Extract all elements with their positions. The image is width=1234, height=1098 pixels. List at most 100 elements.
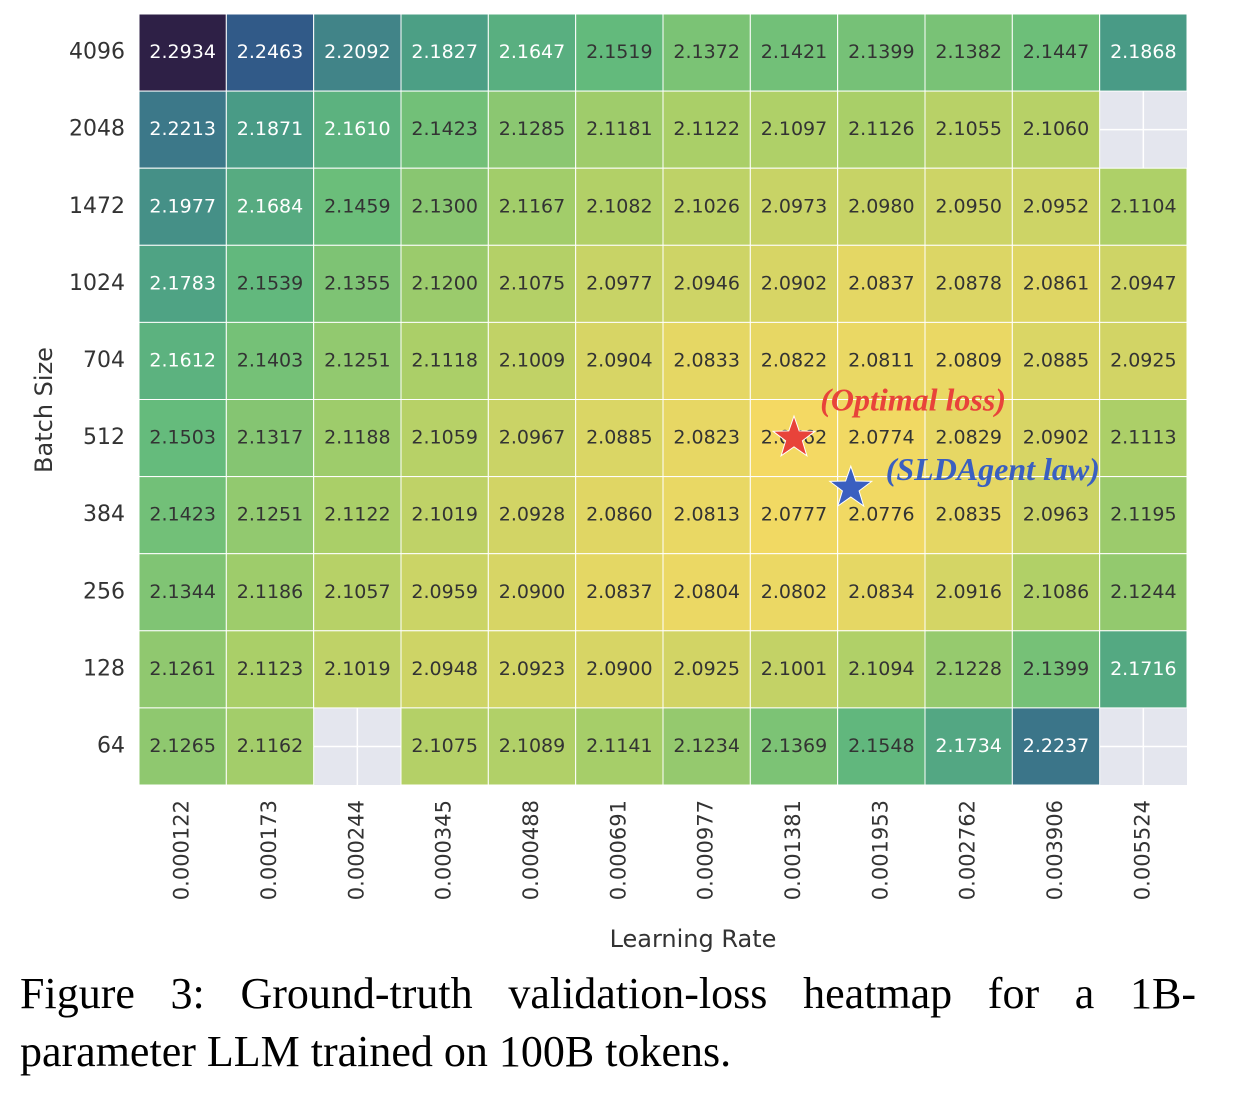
cell-label: 2.0952 bbox=[1023, 195, 1089, 217]
heatmap-cell bbox=[487, 476, 577, 555]
cell-label: 2.1503 bbox=[149, 427, 215, 449]
cell-label: 2.1548 bbox=[848, 735, 914, 757]
heatmap-cell bbox=[575, 630, 664, 709]
cell-label: 2.0967 bbox=[499, 427, 565, 449]
heatmap-cell bbox=[1011, 553, 1101, 632]
heatmap-cell bbox=[662, 399, 751, 478]
cell-label: 2.0963 bbox=[1023, 504, 1089, 526]
heatmap-cell bbox=[837, 707, 926, 786]
cell-label: 2.0813 bbox=[673, 504, 739, 526]
caption: Figure 3: Ground-truth validation-loss h… bbox=[20, 969, 1196, 1076]
cell-label: 2.1094 bbox=[848, 658, 914, 680]
x-tick-label: 0.002762 bbox=[956, 800, 980, 900]
cell-label: 2.0980 bbox=[848, 195, 914, 217]
heatmap-cell bbox=[749, 13, 839, 92]
cell-label: 2.0900 bbox=[586, 658, 652, 680]
cell-label: 2.1399 bbox=[848, 41, 914, 63]
cell-label: 2.0925 bbox=[673, 658, 739, 680]
y-tick-label: 4096 bbox=[69, 40, 125, 65]
cell-label: 2.0777 bbox=[761, 504, 827, 526]
heatmap-cell bbox=[924, 630, 1013, 709]
heatmap-cell bbox=[1011, 321, 1101, 400]
heatmap-cell bbox=[138, 90, 227, 169]
cell-label: 2.1167 bbox=[499, 195, 565, 217]
cell-label: 2.1734 bbox=[935, 735, 1001, 757]
cell-label: 2.1181 bbox=[586, 118, 652, 140]
heatmap-cell bbox=[662, 244, 751, 323]
heatmap-cell bbox=[837, 13, 926, 92]
heatmap-cell bbox=[1011, 90, 1101, 169]
heatmap-cell bbox=[400, 244, 489, 323]
x-tick-label: 0.001381 bbox=[781, 800, 805, 900]
heatmap-cell bbox=[749, 553, 839, 632]
cell-label: 2.1977 bbox=[149, 195, 215, 217]
x-tick-label: 0.005524 bbox=[1130, 800, 1154, 900]
cell-label: 2.1344 bbox=[149, 581, 215, 603]
heatmap-cell bbox=[1099, 399, 1188, 478]
cell-label: 2.1141 bbox=[586, 735, 652, 757]
heatmap-cell bbox=[313, 167, 402, 246]
cell-label: 2.1539 bbox=[237, 272, 303, 294]
heatmap-cell bbox=[487, 90, 577, 169]
cell-label: 2.0902 bbox=[761, 272, 827, 294]
cell-label: 2.1200 bbox=[411, 272, 477, 294]
heatmap-cell bbox=[662, 90, 751, 169]
heatmap-cell bbox=[1099, 553, 1188, 632]
cell-label: 2.1355 bbox=[324, 272, 390, 294]
cell-label: 2.0904 bbox=[586, 349, 652, 371]
cell-label: 2.0900 bbox=[499, 581, 565, 603]
cell-label: 2.1612 bbox=[149, 349, 215, 371]
heatmap-cell bbox=[138, 13, 227, 92]
heatmap-cell bbox=[749, 90, 839, 169]
cell-label: 2.0948 bbox=[411, 658, 477, 680]
cell-label: 2.0809 bbox=[935, 349, 1001, 371]
cell-label: 2.1647 bbox=[499, 41, 565, 63]
cell-label: 2.1827 bbox=[411, 41, 477, 63]
heatmap-cell bbox=[225, 244, 315, 323]
cell-label: 2.2237 bbox=[1023, 735, 1089, 757]
heatmap-cell bbox=[138, 476, 227, 555]
cell-label: 2.1086 bbox=[1023, 581, 1089, 603]
heatmap-cell bbox=[138, 630, 227, 709]
heatmap-cell bbox=[138, 553, 227, 632]
heatmap-cell bbox=[575, 476, 664, 555]
cell-label: 2.0977 bbox=[586, 272, 652, 294]
heatmap-cell bbox=[924, 553, 1013, 632]
heatmap-cell bbox=[313, 476, 402, 555]
heatmap-cell bbox=[1011, 630, 1101, 709]
heatmap-cell bbox=[749, 476, 839, 555]
cell-label: 2.0916 bbox=[935, 581, 1001, 603]
cell-label: 2.0878 bbox=[935, 272, 1001, 294]
heatmap-cell bbox=[138, 707, 227, 786]
cell-label: 2.1057 bbox=[324, 581, 390, 603]
cell-label: 2.1265 bbox=[149, 735, 215, 757]
cell-label: 2.1423 bbox=[411, 118, 477, 140]
cell-label: 2.1868 bbox=[1110, 41, 1176, 63]
x-tick-label: 0.001953 bbox=[868, 800, 892, 900]
cell-label: 2.0835 bbox=[935, 504, 1001, 526]
heatmap-cell bbox=[924, 167, 1013, 246]
heatmap-cell bbox=[749, 244, 839, 323]
cell-label: 2.1300 bbox=[411, 195, 477, 217]
cell-label: 2.1055 bbox=[935, 118, 1001, 140]
cell-label: 2.0973 bbox=[761, 195, 827, 217]
cell-label: 2.0885 bbox=[1023, 349, 1089, 371]
heatmap-cell bbox=[575, 399, 664, 478]
cell-label: 2.1123 bbox=[237, 658, 303, 680]
heatmap-cell bbox=[400, 399, 489, 478]
cell-label: 2.2213 bbox=[149, 118, 215, 140]
cell-label: 2.0837 bbox=[586, 581, 652, 603]
heatmap-cell bbox=[837, 167, 926, 246]
x-tick-label: 0.000691 bbox=[606, 800, 630, 900]
cell-label: 2.1423 bbox=[149, 504, 215, 526]
cell-label: 2.1118 bbox=[411, 349, 477, 371]
cell-label: 2.0947 bbox=[1110, 272, 1176, 294]
cell-label: 2.1162 bbox=[237, 735, 303, 757]
cell-label: 2.1059 bbox=[411, 427, 477, 449]
cell-label: 2.1009 bbox=[499, 349, 565, 371]
cell-label: 2.1251 bbox=[237, 504, 303, 526]
cell-label: 2.0923 bbox=[499, 658, 565, 680]
cell-label: 2.1610 bbox=[324, 118, 390, 140]
heatmap-cell bbox=[487, 553, 577, 632]
